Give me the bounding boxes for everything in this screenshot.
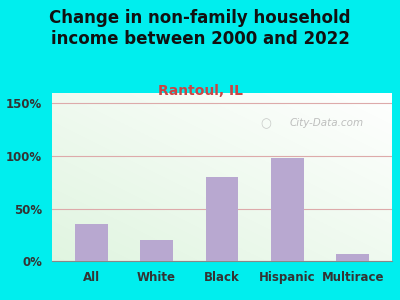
Bar bbox=[206, 177, 238, 261]
Text: ○: ○ bbox=[261, 117, 272, 130]
Bar bbox=[75, 224, 108, 261]
Bar bbox=[271, 158, 304, 261]
Text: Change in non-family household
income between 2000 and 2022: Change in non-family household income be… bbox=[49, 9, 351, 48]
Bar bbox=[336, 254, 369, 261]
Text: Rantoul, IL: Rantoul, IL bbox=[158, 84, 242, 98]
Bar bbox=[140, 240, 173, 261]
Text: City-Data.com: City-Data.com bbox=[290, 118, 364, 128]
